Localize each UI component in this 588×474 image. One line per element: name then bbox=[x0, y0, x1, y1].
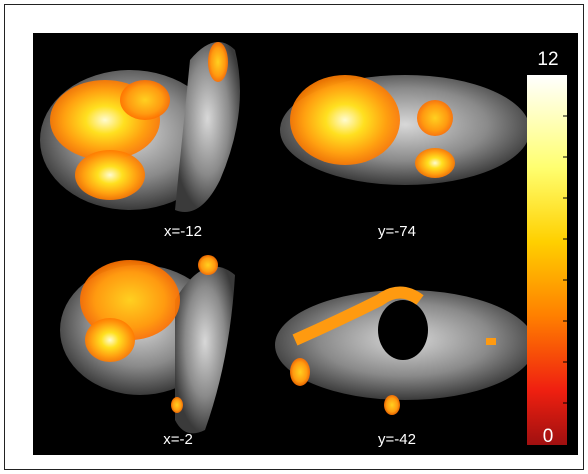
page: x=-12 y=-74 x=-2 y=-42 12 0 (() => { con… bbox=[0, 0, 588, 474]
colorbar-min: 0 bbox=[543, 426, 554, 447]
figure: x=-12 y=-74 x=-2 y=-42 12 0 bbox=[0, 0, 588, 474]
panel-label: y=-74 bbox=[378, 223, 416, 240]
panel-label: x=-2 bbox=[163, 431, 193, 448]
panel-coronal-74 bbox=[280, 75, 530, 185]
panel-label: y=-42 bbox=[378, 431, 416, 448]
colorbar-max: 12 bbox=[537, 49, 558, 70]
panel-label: x=-12 bbox=[164, 223, 202, 240]
colorbar bbox=[527, 75, 567, 445]
